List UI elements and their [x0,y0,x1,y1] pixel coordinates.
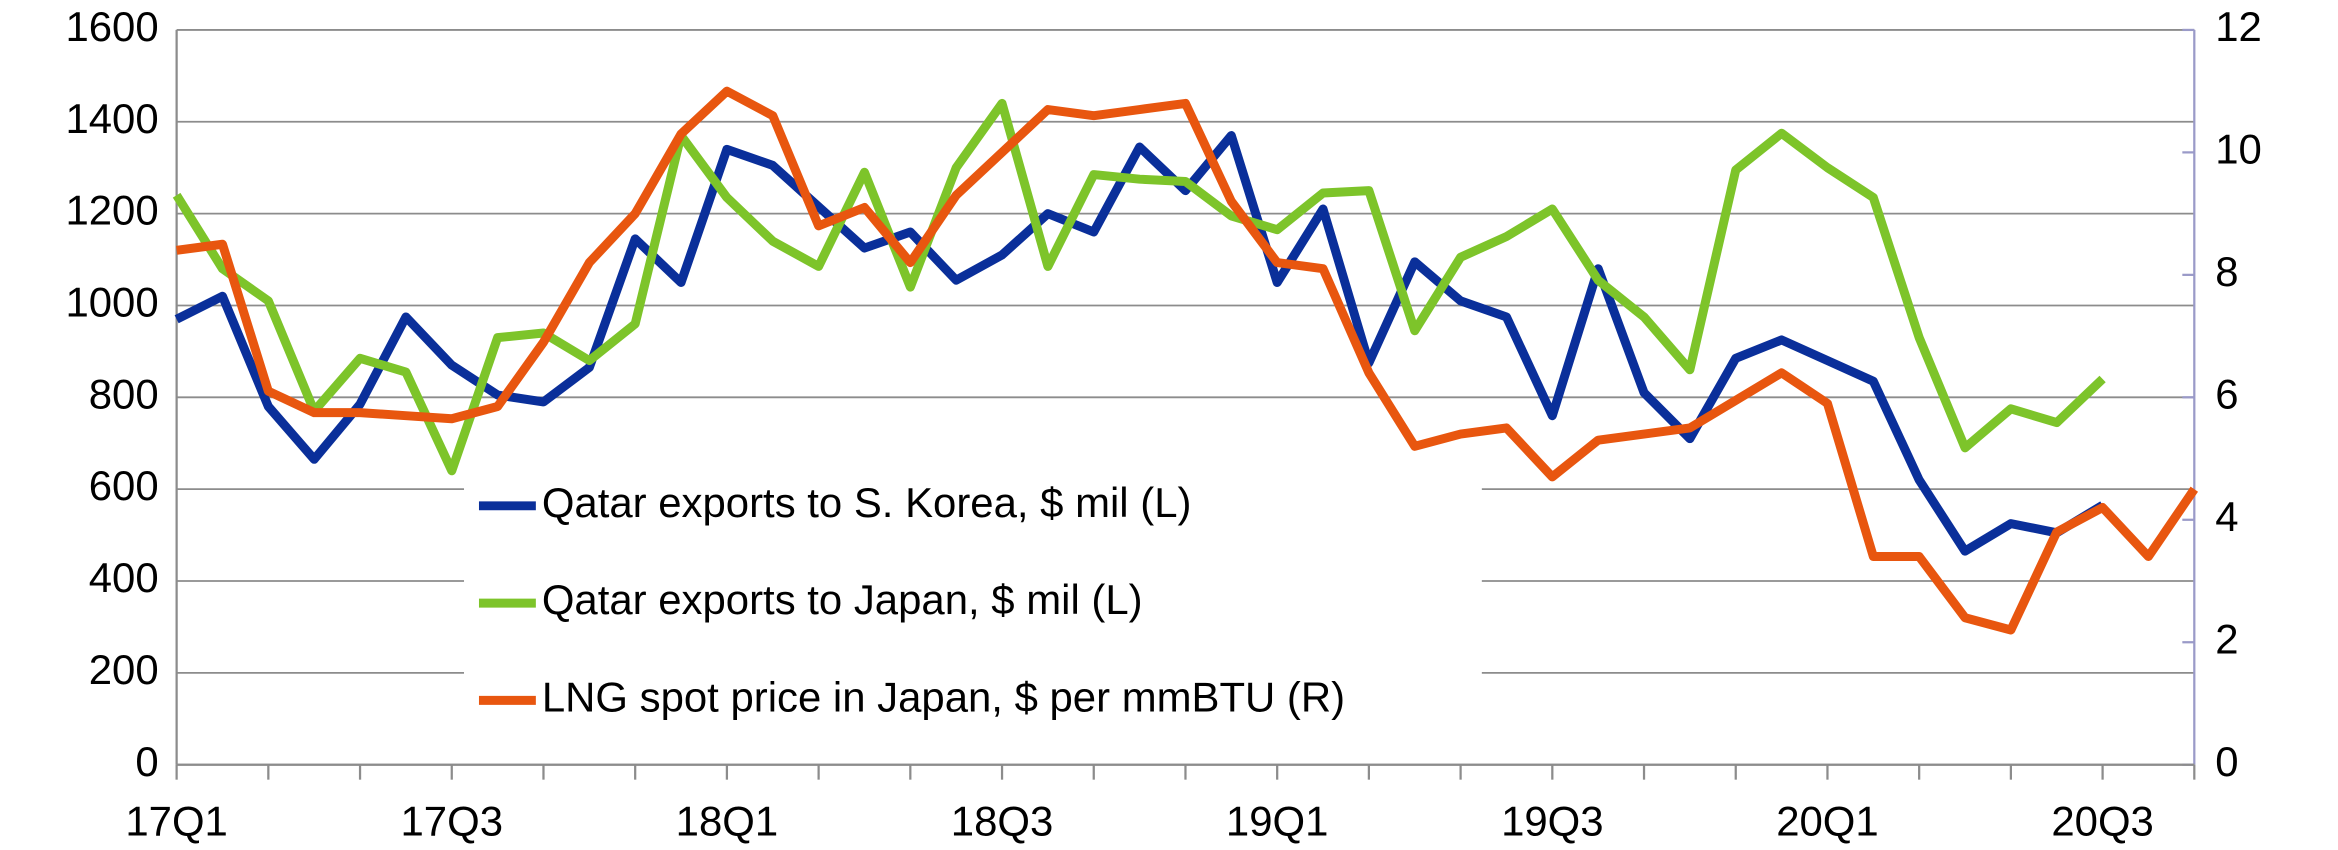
y-tick-label: 1400 [65,95,158,142]
y-tick-label: 200 [89,646,159,693]
y2-tick-label: 6 [2215,370,2238,417]
series-line [172,98,2106,476]
y2-tick-label: 12 [2215,3,2262,50]
y-tick-label: 0 [135,738,158,785]
x-tick-label: 19Q3 [1501,798,1603,845]
x-tick-label: 18Q3 [951,798,1053,845]
x-tick-label: 17Q1 [125,798,227,845]
y2-tick-label: 4 [2215,493,2238,540]
legend-label: Qatar exports to Japan, $ mil (L) [542,576,1143,623]
x-tick-label: 17Q3 [401,798,503,845]
y-tick-label: 1000 [65,279,158,326]
y-tick-label: 400 [89,554,159,601]
x-tick-label: 20Q1 [1776,798,1878,845]
y-tick-label: 600 [89,462,159,509]
legend-label: Qatar exports to S. Korea, $ mil (L) [542,479,1192,526]
legend-box [464,466,1482,744]
y2-tick-label: 0 [2215,738,2238,785]
series-line [174,131,2105,556]
y2-tick-label: 10 [2215,125,2262,172]
y-tick-label: 800 [89,370,159,417]
y-tick-label: 1600 [65,3,158,50]
x-tick-label: 20Q3 [2051,798,2153,845]
x-tick-label: 19Q1 [1226,798,1328,845]
series-line [176,86,2199,635]
y2-tick-label: 8 [2215,248,2238,295]
x-tick-label: 18Q1 [676,798,778,845]
y-tick-label: 1200 [65,187,158,234]
legend-label: LNG spot price in Japan, $ per mmBTU (R) [542,673,1345,720]
y2-tick-label: 2 [2215,615,2238,662]
